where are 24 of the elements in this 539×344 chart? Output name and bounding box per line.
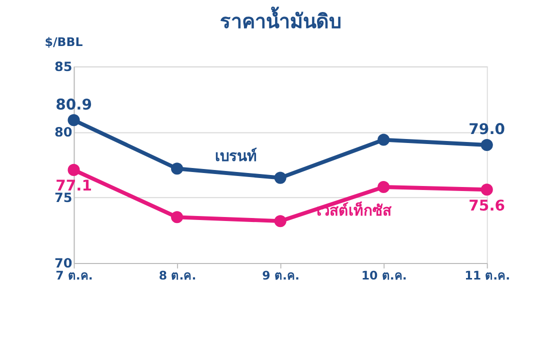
x-tick-label: 8 ต.ค. — [158, 268, 196, 282]
point — [274, 172, 286, 184]
point — [480, 184, 493, 196]
point — [480, 139, 493, 152]
y-tick-label: 80 — [54, 125, 72, 140]
series-label: เบรนท์ — [215, 147, 258, 166]
point — [378, 134, 390, 146]
x-tick-label: 10 ต.ค. — [361, 268, 407, 282]
y-tick-label: 75 — [54, 190, 72, 206]
point — [171, 162, 184, 175]
x-tick-label: 9 ต.ค. — [262, 268, 300, 282]
series-label: เวสต์เท็กซัส — [316, 200, 393, 220]
point — [68, 114, 80, 126]
chart-title: ราคาน้ำมันดิบ — [220, 6, 341, 33]
point — [171, 211, 184, 224]
data-label: 79.0 — [468, 121, 506, 138]
x-tick-label: 11 ต.ค. — [464, 268, 510, 282]
point — [378, 180, 390, 193]
data-label: 75.6 — [468, 197, 506, 214]
point — [274, 215, 286, 228]
point — [68, 164, 80, 176]
y-axis-title: $/BBL — [44, 35, 84, 50]
y-tick-label: 85 — [54, 60, 72, 75]
data-label: 80.9 — [56, 96, 92, 114]
